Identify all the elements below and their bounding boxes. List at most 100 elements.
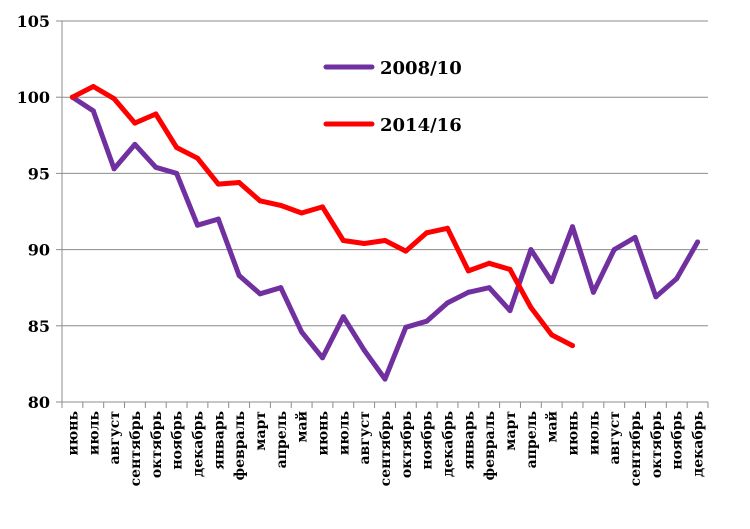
data-point	[153, 111, 159, 117]
x-tick-label: август	[357, 411, 373, 465]
data-point	[278, 202, 284, 208]
x-tick-label: сентябрь	[378, 411, 394, 486]
data-point	[507, 308, 513, 314]
x-tick-label: август	[107, 411, 123, 465]
x-axis-ticks: июнь июль август сентябрь октябрь ноябрь декаб…	[61, 402, 709, 486]
x-tick-label: ноябрь	[420, 411, 436, 470]
x-tick-label: апрель	[524, 411, 540, 468]
data-point	[403, 248, 409, 254]
legend: 2008/10 2014/16	[323, 58, 462, 136]
y-tick-label: 85	[28, 317, 50, 336]
data-point	[278, 285, 284, 291]
data-point	[528, 305, 534, 310]
x-tick-label: ноябрь	[670, 411, 686, 470]
data-point	[236, 273, 242, 278]
data-point	[111, 96, 117, 102]
x-tick-label: октябрь	[149, 411, 165, 478]
series-lines	[69, 84, 701, 382]
x-tick-label: октябрь	[399, 411, 415, 478]
data-point	[215, 216, 221, 222]
x-tick-label: июнь	[566, 411, 582, 456]
data-point	[653, 294, 659, 300]
data-point	[570, 343, 575, 349]
data-point	[424, 318, 430, 324]
data-point	[382, 376, 388, 382]
x-tick-label: декабрь	[190, 411, 206, 477]
y-axis-ticks: 80 85 90 95 100 105	[17, 12, 62, 412]
x-tick-label: май	[294, 411, 311, 443]
y-tick-label: 105	[17, 12, 50, 31]
y-tick-label: 80	[28, 393, 50, 412]
data-point	[424, 230, 430, 236]
data-point	[69, 94, 75, 100]
legend-label: 2008/10	[380, 58, 462, 79]
data-point	[299, 329, 305, 335]
data-point	[174, 145, 180, 150]
data-point	[528, 247, 534, 253]
x-tick-label: июль	[86, 411, 102, 455]
data-point	[486, 285, 492, 291]
data-point	[90, 108, 96, 114]
data-point	[486, 260, 492, 266]
x-tick-label: октябрь	[649, 411, 665, 478]
data-point	[132, 120, 138, 126]
data-point	[382, 238, 388, 243]
data-point	[299, 210, 305, 216]
data-point	[695, 239, 701, 245]
axes	[61, 21, 708, 403]
data-point	[90, 84, 96, 89]
x-tick-label: июнь	[315, 411, 331, 456]
data-point	[445, 225, 450, 231]
data-point	[465, 268, 471, 274]
x-tick-label: сентябрь	[628, 411, 644, 486]
x-tick-label: декабрь	[691, 411, 707, 477]
x-tick-label: март	[503, 411, 519, 451]
x-tick-label: май	[544, 411, 561, 443]
data-point	[674, 276, 680, 282]
data-point	[195, 222, 200, 228]
series-line	[69, 84, 575, 349]
data-point	[340, 238, 346, 243]
x-tick-label: январь	[461, 411, 477, 470]
data-point	[195, 155, 200, 161]
x-tick-label: июнь	[65, 411, 81, 456]
x-tick-label: июль	[336, 411, 352, 455]
data-point	[320, 204, 325, 210]
data-point	[257, 291, 263, 297]
x-tick-label: ноябрь	[170, 411, 186, 470]
data-point	[361, 241, 367, 246]
data-point	[611, 247, 617, 253]
x-tick-label: декабрь	[441, 411, 457, 477]
data-point	[549, 332, 555, 338]
data-point	[215, 181, 221, 187]
legend-label: 2014/16	[380, 115, 462, 136]
data-point	[340, 314, 346, 320]
y-tick-label: 90	[28, 241, 50, 260]
data-point	[236, 180, 242, 185]
data-point	[361, 347, 367, 353]
data-point	[549, 279, 555, 285]
data-point	[465, 289, 471, 295]
data-point	[507, 266, 513, 272]
data-point	[632, 234, 638, 240]
data-point	[153, 164, 159, 170]
data-point	[445, 300, 450, 306]
x-tick-label: сентябрь	[128, 411, 144, 486]
x-tick-label: март	[253, 411, 269, 451]
y-tick-label: 100	[17, 88, 50, 107]
data-point	[590, 289, 596, 295]
x-tick-label: январь	[211, 411, 227, 470]
data-point	[174, 170, 180, 176]
x-tick-label: июль	[586, 411, 602, 455]
x-tick-label: февраль	[482, 411, 498, 481]
data-point	[320, 355, 325, 361]
data-point	[111, 166, 117, 172]
data-point	[257, 198, 263, 204]
x-tick-label: февраль	[232, 411, 248, 481]
data-point	[403, 324, 409, 330]
data-point	[570, 224, 575, 230]
y-tick-label: 95	[28, 164, 50, 183]
x-tick-label: апрель	[274, 411, 290, 468]
x-tick-label: август	[607, 411, 623, 465]
